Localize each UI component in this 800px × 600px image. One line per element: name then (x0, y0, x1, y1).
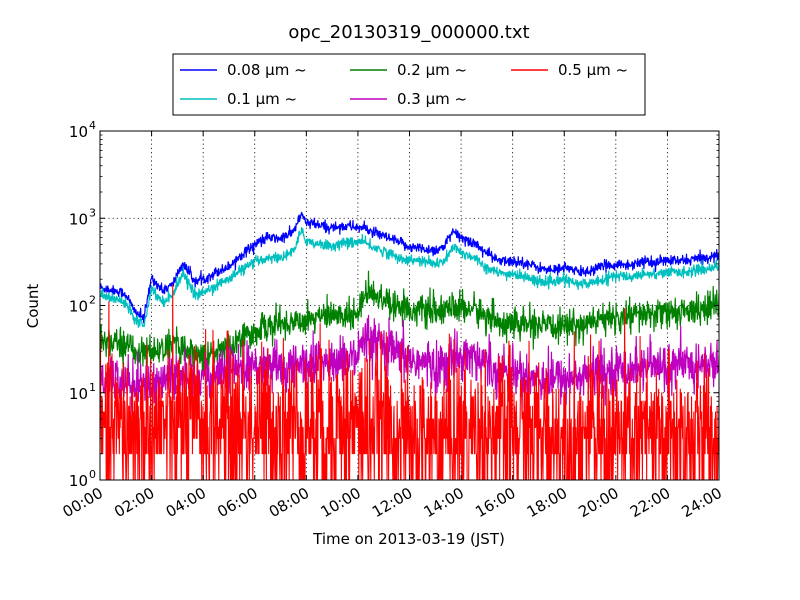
x-axis-label: Time on 2013-03-19 (JST) (312, 530, 505, 548)
y-tick-label: 10 4 (69, 119, 96, 141)
y-tick-base: 10 (69, 298, 88, 316)
legend-label: 0.2 μm ~ (397, 61, 467, 79)
y-tick-base: 10 (69, 472, 88, 490)
series-line (100, 314, 719, 418)
legend-label: 0.1 μm ~ (227, 90, 297, 108)
y-tick-exponent: 2 (89, 294, 96, 307)
y-tick-exponent: 3 (89, 206, 96, 219)
legend-box (172, 53, 646, 116)
y-tick-base: 10 (69, 385, 88, 403)
y-tick-base: 10 (69, 210, 88, 228)
y-tick-label: 10 3 (69, 206, 96, 228)
y-tick-base: 10 (69, 123, 88, 141)
series-group (100, 211, 719, 480)
series-line (100, 211, 719, 324)
series-line (100, 270, 719, 376)
legend-label: 0.08 μm ~ (227, 61, 307, 79)
y-tick-exponent: 4 (89, 119, 96, 132)
y-tick-exponent: 0 (89, 468, 96, 481)
y-tick-label: 10 1 (69, 381, 96, 403)
y-tick-label: 10 0 (69, 468, 96, 490)
axis-ticks (99, 130, 720, 481)
y-tick-exponent: 1 (89, 381, 96, 394)
chart-title: opc_20130319_000000.txt (288, 22, 529, 43)
legend-item: 0.3 μm ~ (350, 90, 467, 108)
legend-label: 0.5 μm ~ (558, 61, 628, 79)
series-line (100, 284, 719, 480)
y-axis-label: Count (24, 284, 42, 329)
legend-item: 0.1 μm ~ (180, 90, 297, 108)
legend-item: 0.5 μm ~ (511, 61, 628, 79)
y-tick-label: 10 2 (69, 294, 96, 316)
series-line (100, 227, 719, 329)
legend-item: 0.08 μm ~ (180, 61, 307, 79)
legend-item: 0.2 μm ~ (350, 61, 467, 79)
legend-label: 0.3 μm ~ (397, 90, 467, 108)
legend: 0.08 μm ~ 0.1 μm ~ 0.2 μm ~ 0.3 μm ~ 0.5 μm … (172, 53, 646, 116)
